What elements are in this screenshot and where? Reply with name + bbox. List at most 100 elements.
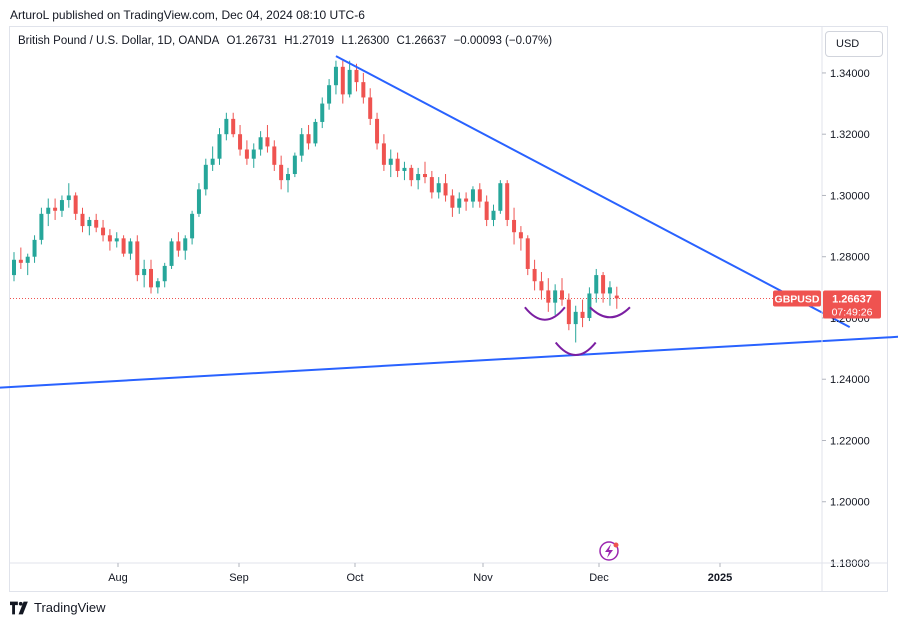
candle[interactable] — [436, 177, 441, 199]
candle[interactable] — [59, 195, 64, 217]
candle[interactable] — [347, 60, 352, 98]
candle[interactable] — [580, 299, 585, 328]
candle[interactable] — [470, 186, 475, 208]
candle[interactable] — [306, 125, 311, 150]
trendline-upper[interactable] — [335, 55, 851, 329]
candle[interactable] — [402, 161, 407, 181]
candle[interactable] — [101, 219, 106, 242]
candle[interactable] — [512, 207, 517, 245]
candle[interactable] — [587, 287, 592, 322]
candle[interactable] — [107, 229, 112, 251]
candle[interactable] — [94, 213, 99, 233]
head-arc[interactable] — [554, 341, 597, 356]
candle[interactable] — [443, 174, 448, 202]
candle[interactable] — [491, 204, 496, 227]
candle[interactable] — [238, 125, 243, 156]
candle[interactable] — [573, 305, 578, 343]
candle[interactable] — [149, 259, 153, 294]
candle[interactable] — [162, 262, 167, 288]
candle[interactable] — [286, 167, 290, 193]
candle[interactable] — [176, 232, 181, 257]
currency-button[interactable]: USD — [825, 31, 883, 57]
candle[interactable] — [327, 79, 332, 110]
candle[interactable] — [525, 235, 530, 276]
candle[interactable] — [450, 189, 455, 217]
candle[interactable] — [546, 278, 551, 312]
candle[interactable] — [423, 161, 427, 184]
candle[interactable] — [66, 183, 71, 208]
candle-body — [87, 219, 92, 227]
candle[interactable] — [484, 195, 489, 227]
candle[interactable] — [190, 210, 195, 245]
candle[interactable] — [601, 272, 606, 303]
candle[interactable] — [272, 140, 277, 171]
candle[interactable] — [313, 118, 318, 147]
right-shoulder-arc[interactable] — [589, 306, 631, 319]
candle[interactable] — [505, 180, 510, 227]
candle[interactable] — [477, 183, 482, 208]
candle-body — [423, 174, 427, 178]
candle[interactable] — [560, 278, 564, 306]
candle[interactable] — [299, 128, 304, 162]
candle[interactable] — [203, 158, 208, 196]
candle[interactable] — [258, 131, 263, 156]
candle[interactable] — [121, 235, 126, 257]
candle[interactable] — [142, 259, 147, 288]
candle[interactable] — [340, 60, 345, 104]
candle[interactable] — [518, 226, 523, 251]
candle[interactable] — [114, 232, 119, 248]
candle[interactable] — [429, 170, 434, 199]
candle[interactable] — [539, 272, 544, 300]
candle[interactable] — [594, 268, 599, 303]
candle[interactable] — [244, 140, 249, 165]
candle[interactable] — [80, 207, 85, 233]
candle[interactable] — [12, 252, 16, 282]
candle[interactable] — [333, 60, 338, 95]
candle[interactable] — [251, 143, 256, 168]
candle[interactable] — [231, 112, 236, 138]
candle[interactable] — [128, 238, 133, 260]
candle[interactable] — [354, 63, 359, 92]
candle[interactable] — [46, 198, 51, 227]
candle[interactable] — [279, 155, 284, 190]
lightning-event-icon[interactable] — [599, 541, 619, 561]
candle[interactable] — [395, 152, 400, 178]
candle[interactable] — [553, 284, 558, 315]
candle[interactable] — [265, 125, 270, 153]
candle[interactable] — [388, 149, 393, 178]
candle[interactable] — [614, 286, 619, 309]
candle[interactable] — [53, 198, 58, 220]
candle[interactable] — [196, 183, 201, 217]
candle[interactable] — [368, 88, 373, 126]
candle[interactable] — [155, 278, 160, 294]
trendline-lower[interactable] — [0, 329, 898, 395]
candle[interactable] — [183, 235, 188, 260]
candle[interactable] — [566, 293, 571, 331]
candle[interactable] — [210, 146, 215, 171]
candle[interactable] — [381, 134, 386, 171]
candle[interactable] — [32, 235, 37, 263]
candle[interactable] — [532, 259, 537, 291]
candle[interactable] — [217, 128, 222, 165]
candle[interactable] — [73, 192, 78, 220]
candle[interactable] — [464, 192, 469, 211]
candle-body — [470, 189, 475, 202]
left-shoulder-arc[interactable] — [524, 306, 566, 321]
candle[interactable] — [135, 235, 140, 282]
candle[interactable] — [87, 216, 92, 236]
candle[interactable] — [498, 180, 503, 214]
candle[interactable] — [361, 72, 366, 104]
candle[interactable] — [169, 238, 174, 269]
candle[interactable] — [320, 97, 325, 129]
candle[interactable] — [25, 253, 30, 276]
candle[interactable] — [416, 167, 421, 190]
candle[interactable] — [292, 152, 297, 178]
candle[interactable] — [18, 247, 23, 269]
candle[interactable] — [224, 112, 229, 141]
candle[interactable] — [607, 281, 612, 306]
candle[interactable] — [457, 192, 462, 214]
candle[interactable] — [39, 207, 44, 245]
candle[interactable] — [375, 112, 380, 150]
candle[interactable] — [409, 164, 414, 187]
